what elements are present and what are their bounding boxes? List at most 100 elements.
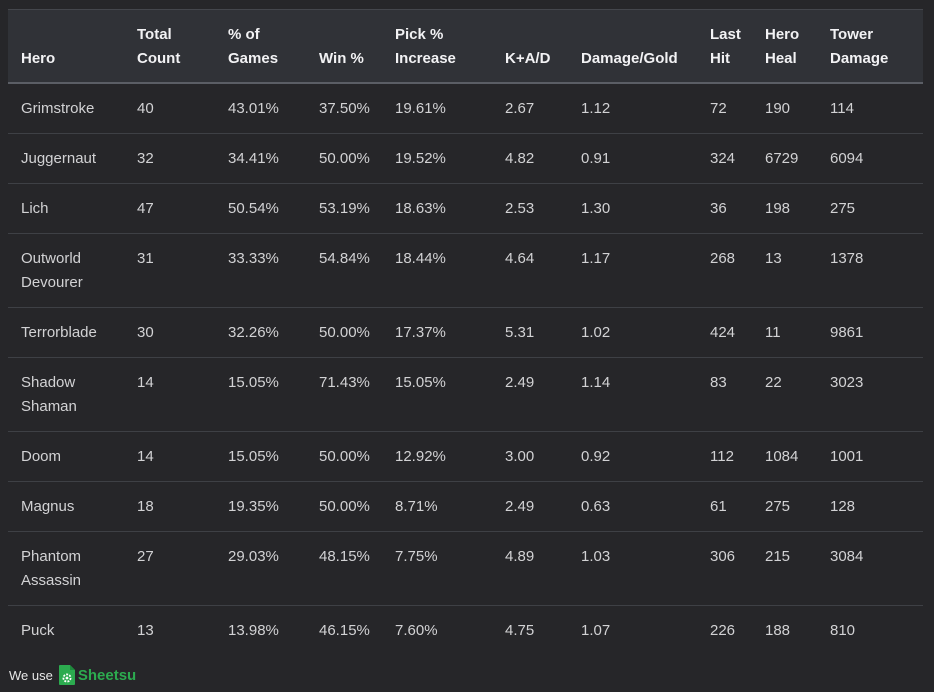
cell-win-percent: 53.19% bbox=[319, 183, 395, 234]
header-total-count[interactable]: Total Count bbox=[137, 10, 228, 84]
cell-total-count: 13 bbox=[137, 622, 154, 639]
header-kad[interactable]: K+A/D bbox=[505, 10, 581, 84]
cell-last-hit: 36 bbox=[710, 183, 765, 234]
sheetsu-gear-icon bbox=[58, 665, 75, 685]
cell-hero-heal: 190 bbox=[765, 83, 830, 134]
table-row: Grimstroke 40 43.01% 37.50% 19.61% 2.67 … bbox=[8, 83, 923, 134]
cell-hero: Phantom Assassin bbox=[8, 531, 137, 606]
cell-kad: 4.75 bbox=[505, 622, 535, 639]
cell-tower-damage: 810 bbox=[830, 622, 856, 639]
cell-win-percent: 50.00% bbox=[319, 431, 395, 482]
cell-total-count: 30 bbox=[137, 307, 228, 358]
cell-percent-of-games: 13.98% bbox=[228, 622, 279, 639]
cell-win-percent: 48.15% bbox=[319, 531, 395, 606]
cell-hero: Doom bbox=[8, 431, 137, 482]
cell-damage-gold: 1.12 bbox=[581, 83, 710, 134]
cell-win-percent: 46.15% bbox=[319, 622, 370, 639]
header-row: Hero Total Count % of Games Win % Pick % bbox=[8, 10, 923, 84]
cell-kad: 5.31 bbox=[505, 307, 581, 358]
table-row: Outworld Devourer 31 33.33% 54.84% 18.44… bbox=[8, 233, 923, 308]
cell-last-hit: 226 bbox=[710, 622, 736, 639]
cell-percent-of-games: 15.05% bbox=[228, 357, 319, 432]
hero-stats-table-container: Hero Total Count % of Games Win % Pick % bbox=[8, 9, 923, 655]
cell-hero: Puck bbox=[21, 622, 55, 639]
cell-pick-increase: 7.60% bbox=[395, 622, 438, 639]
cell-hero: Juggernaut bbox=[8, 133, 137, 184]
cell-kad: 2.49 bbox=[505, 481, 581, 532]
cell-pick-increase: 19.61% bbox=[395, 83, 505, 134]
cell-damage-gold: 0.91 bbox=[581, 133, 710, 184]
cell-total-count: 14 bbox=[137, 431, 228, 482]
cell-tower-damage: 1001 bbox=[830, 431, 923, 482]
cell-kad: 2.53 bbox=[505, 183, 581, 234]
cell-win-percent: 54.84% bbox=[319, 233, 395, 308]
cell-total-count: 18 bbox=[137, 481, 228, 532]
cell-damage-gold: 1.30 bbox=[581, 183, 710, 234]
cell-last-hit: 83 bbox=[710, 357, 765, 432]
cell-tower-damage: 6094 bbox=[830, 133, 923, 184]
cell-pick-increase: 19.52% bbox=[395, 133, 505, 184]
cell-win-percent: 50.00% bbox=[319, 481, 395, 532]
cell-percent-of-games: 29.03% bbox=[228, 531, 319, 606]
table-row: Juggernaut 32 34.41% 50.00% 19.52% 4.82 … bbox=[8, 133, 923, 184]
header-percent-of-games[interactable]: % of Games bbox=[228, 10, 319, 84]
cell-kad: 2.67 bbox=[505, 83, 581, 134]
cell-hero-heal: 188 bbox=[765, 622, 791, 639]
table-row: Puck 13 13.98% 46.15% 7.60% 4.75 1.07 22… bbox=[8, 606, 923, 656]
cell-total-count: 47 bbox=[137, 183, 228, 234]
cell-tower-damage: 114 bbox=[830, 83, 923, 134]
cell-tower-damage: 3084 bbox=[830, 531, 923, 606]
cell-total-count: 27 bbox=[137, 531, 228, 606]
cell-hero: Terrorblade bbox=[8, 307, 137, 358]
cell-hero-heal: 198 bbox=[765, 183, 830, 234]
cell-pick-increase: 7.75% bbox=[395, 531, 505, 606]
cell-total-count: 31 bbox=[137, 233, 228, 308]
cell-damage-gold: 0.92 bbox=[581, 431, 710, 482]
cell-damage-gold: 1.07 bbox=[581, 622, 611, 639]
cell-last-hit: 306 bbox=[710, 531, 765, 606]
footer-prefix: We use bbox=[9, 667, 53, 683]
cell-win-percent: 37.50% bbox=[319, 83, 395, 134]
cell-total-count: 14 bbox=[137, 357, 228, 432]
cell-percent-of-games: 50.54% bbox=[228, 183, 319, 234]
cell-win-percent: 50.00% bbox=[319, 133, 395, 184]
cell-last-hit: 72 bbox=[710, 83, 765, 134]
header-win-percent[interactable]: Win % bbox=[319, 10, 395, 84]
header-hero-heal[interactable]: Hero Heal bbox=[765, 10, 830, 84]
powered-by-footer: We use Sheetsu bbox=[9, 663, 136, 687]
cell-win-percent: 50.00% bbox=[319, 307, 395, 358]
cell-hero-heal: 1084 bbox=[765, 431, 830, 482]
cell-damage-gold: 0.63 bbox=[581, 481, 710, 532]
cell-pick-increase: 18.44% bbox=[395, 233, 505, 308]
cell-tower-damage: 128 bbox=[830, 481, 923, 532]
cell-hero-heal: 13 bbox=[765, 233, 830, 308]
cell-percent-of-games: 19.35% bbox=[228, 481, 319, 532]
cell-percent-of-games: 32.26% bbox=[228, 307, 319, 358]
cell-pick-increase: 8.71% bbox=[395, 481, 505, 532]
cell-pick-increase: 17.37% bbox=[395, 307, 505, 358]
cell-hero: Outworld Devourer bbox=[8, 233, 137, 308]
header-damage-gold[interactable]: Damage/Gold bbox=[581, 10, 710, 84]
table-row: Doom 14 15.05% 50.00% 12.92% 3.00 0.92 1… bbox=[8, 431, 923, 482]
cell-kad: 2.49 bbox=[505, 357, 581, 432]
cell-last-hit: 424 bbox=[710, 307, 765, 358]
header-last-hit[interactable]: Last Hit bbox=[710, 10, 765, 84]
sheetsu-logo-link[interactable]: Sheetsu bbox=[58, 665, 136, 685]
cell-total-count: 32 bbox=[137, 133, 228, 184]
header-pick-increase[interactable]: Pick % Increase bbox=[395, 10, 505, 84]
table-row: Magnus 18 19.35% 50.00% 8.71% 2.49 0.63 … bbox=[8, 481, 923, 532]
cell-hero: Grimstroke bbox=[8, 83, 137, 134]
cell-tower-damage: 1378 bbox=[830, 233, 923, 308]
cell-hero: Shadow Shaman bbox=[8, 357, 137, 432]
cell-kad: 4.89 bbox=[505, 531, 581, 606]
cell-hero: Magnus bbox=[8, 481, 137, 532]
cell-pick-increase: 12.92% bbox=[395, 431, 505, 482]
cell-hero-heal: 6729 bbox=[765, 133, 830, 184]
cell-damage-gold: 1.02 bbox=[581, 307, 710, 358]
cell-hero-heal: 22 bbox=[765, 357, 830, 432]
header-hero[interactable]: Hero bbox=[8, 10, 137, 84]
header-tower-damage[interactable]: Tower Damage bbox=[830, 10, 923, 84]
cell-percent-of-games: 34.41% bbox=[228, 133, 319, 184]
cell-tower-damage: 275 bbox=[830, 183, 923, 234]
cell-tower-damage: 9861 bbox=[830, 307, 923, 358]
